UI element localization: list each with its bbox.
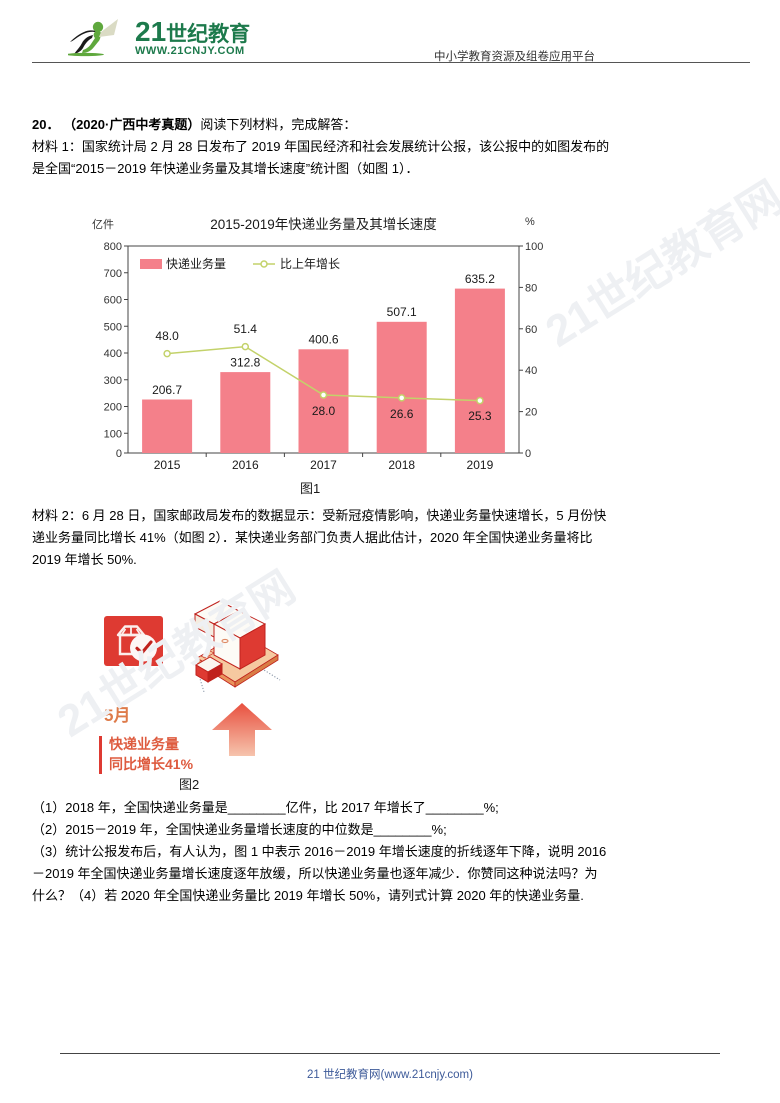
svg-text:300: 300 <box>104 375 122 387</box>
svg-text:500: 500 <box>104 321 122 333</box>
svg-text:28.0: 28.0 <box>312 404 336 418</box>
svg-text:48.0: 48.0 <box>155 329 179 343</box>
svg-text:2017: 2017 <box>310 458 337 472</box>
svg-text:0: 0 <box>116 448 122 460</box>
svg-text:比上年增长: 比上年增长 <box>280 257 340 271</box>
svg-text:2018: 2018 <box>388 458 415 472</box>
svg-text:600: 600 <box>104 295 122 307</box>
svg-text:0: 0 <box>525 448 531 460</box>
svg-text:507.1: 507.1 <box>387 305 417 319</box>
svg-text:200: 200 <box>104 402 122 414</box>
svg-text:100: 100 <box>525 241 543 253</box>
svg-text:2019: 2019 <box>467 458 494 472</box>
svg-text:2016: 2016 <box>232 458 259 472</box>
svg-text:40: 40 <box>525 365 537 377</box>
svg-text:快递业务量: 快递业务量 <box>166 256 226 271</box>
svg-text:100: 100 <box>104 428 122 440</box>
svg-text:26.6: 26.6 <box>390 407 414 421</box>
svg-text:800: 800 <box>104 241 122 253</box>
svg-text:635.2: 635.2 <box>465 272 495 286</box>
svg-text:700: 700 <box>104 268 122 280</box>
svg-text:20: 20 <box>525 407 537 419</box>
svg-text:80: 80 <box>525 282 537 294</box>
svg-text:400: 400 <box>104 348 122 360</box>
svg-text:25.3: 25.3 <box>468 409 492 423</box>
svg-text:400.6: 400.6 <box>308 333 338 347</box>
svg-text:51.4: 51.4 <box>234 322 258 336</box>
svg-text:312.8: 312.8 <box>230 356 260 370</box>
svg-text:206.7: 206.7 <box>152 383 182 397</box>
svg-text:60: 60 <box>525 324 537 336</box>
svg-text:2015: 2015 <box>154 458 181 472</box>
